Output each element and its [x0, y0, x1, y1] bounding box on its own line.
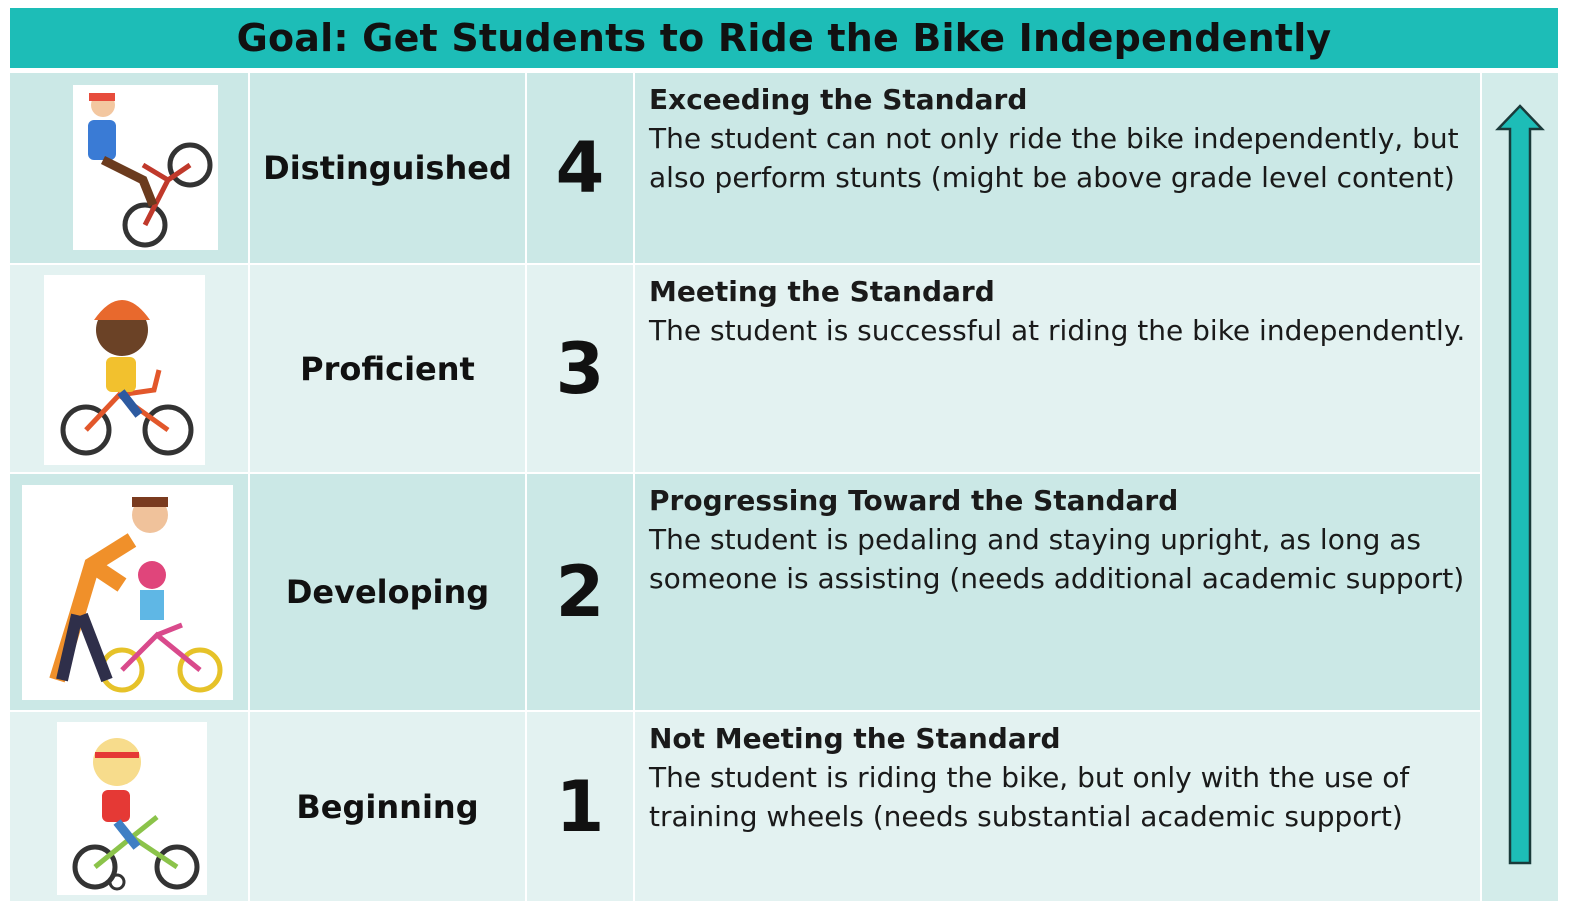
- heading: Meeting the Standard: [649, 275, 995, 308]
- level: Developing: [250, 474, 525, 710]
- illustration: [44, 275, 205, 465]
- score: 3: [527, 265, 633, 472]
- description-cell: Exceeding the Standard The student can n…: [635, 73, 1480, 263]
- description-cell: Not Meeting the Standard The student is …: [635, 712, 1480, 901]
- illustration: [22, 485, 233, 700]
- score: 4: [527, 73, 633, 263]
- score: 1: [527, 712, 633, 901]
- score: 2: [527, 474, 633, 710]
- level: Beginning: [250, 712, 525, 901]
- description-cell: Progressing Toward the Standard The stud…: [635, 474, 1480, 710]
- level: Proficient: [250, 265, 525, 472]
- level: Distinguished: [250, 73, 525, 263]
- illustration: [73, 85, 218, 250]
- illustration: [57, 722, 207, 895]
- progress-arrow: [1495, 104, 1545, 865]
- description-cell: Meeting the Standard The student is succ…: [635, 265, 1480, 472]
- heading: Not Meeting the Standard: [649, 722, 1061, 755]
- heading: Progressing Toward the Standard: [649, 484, 1179, 517]
- description: The student is pedaling and staying upri…: [649, 523, 1465, 595]
- description: The student is successful at riding the …: [649, 314, 1466, 347]
- title: Goal: Get Students to Ride the Bike Inde…: [10, 8, 1558, 68]
- heading: Exceeding the Standard: [649, 83, 1028, 116]
- description: The student is riding the bike, but only…: [649, 761, 1410, 833]
- description: The student can not only ride the bike i…: [649, 122, 1459, 194]
